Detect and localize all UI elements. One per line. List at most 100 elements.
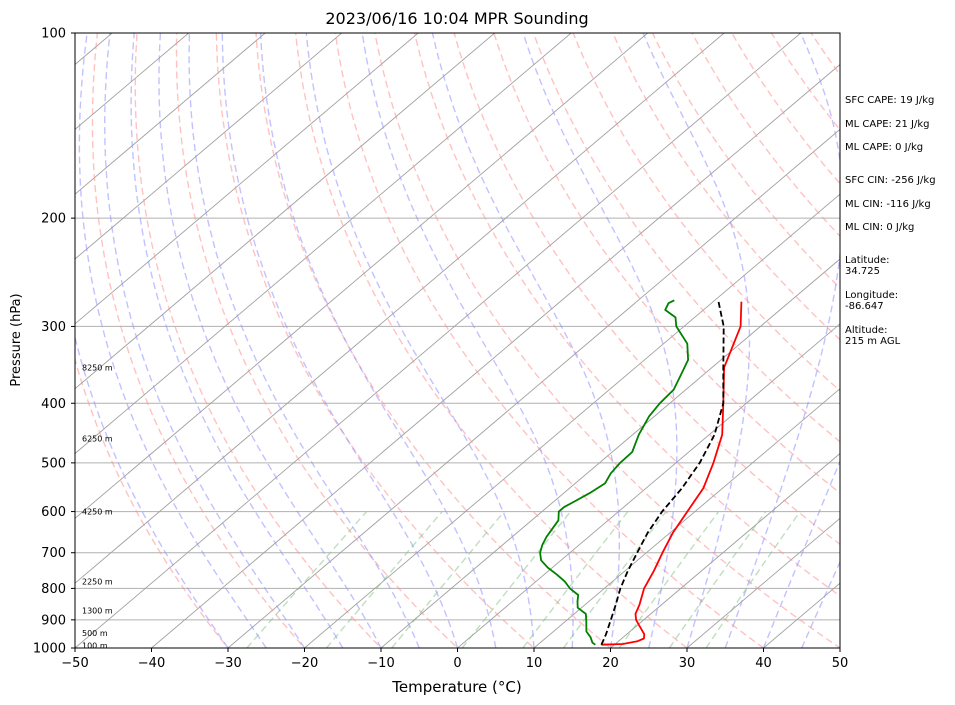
dry-adiabat-line bbox=[134, 33, 382, 648]
moist-adiabat-line bbox=[305, 33, 535, 648]
longitude-label: Longitude: bbox=[845, 290, 899, 301]
moist-adiabat-line bbox=[801, 560, 840, 648]
moist-adiabat-line bbox=[221, 33, 459, 648]
latitude-value: 34.725 bbox=[845, 266, 880, 277]
isotherm-line bbox=[533, 388, 840, 648]
x-tick-label: −10 bbox=[367, 656, 394, 671]
isotherm-line bbox=[0, 19, 52, 661]
y-tick-label: 800 bbox=[41, 582, 66, 597]
dry-adiabat-line bbox=[334, 33, 765, 648]
isotherm-line bbox=[901, 19, 955, 661]
height-label: 6250 m bbox=[82, 434, 113, 443]
dry-adiabat-line bbox=[920, 19, 955, 661]
mixing-ratio-line bbox=[391, 511, 505, 648]
isotherm-line bbox=[303, 193, 840, 648]
chart-title: 2023/06/16 10:04 MPR Sounding bbox=[325, 9, 588, 28]
moist-adiabat-line bbox=[642, 33, 751, 648]
dry-adiabat-line bbox=[75, 356, 229, 648]
mixing-ratio-line bbox=[461, 511, 572, 648]
sfc-cin-text: SFC CIN: -256 J/kg bbox=[845, 175, 936, 186]
isotherm-line bbox=[75, 33, 725, 584]
moist-adiabat-line bbox=[762, 459, 840, 648]
moist-adiabat-line bbox=[78, 33, 267, 648]
dry-adiabat-line bbox=[413, 33, 840, 597]
ml-cape-text: ML CAPE: 21 J/kg bbox=[845, 119, 930, 130]
altitude-value: 215 m AGL bbox=[845, 336, 901, 347]
x-tick-label: 20 bbox=[602, 656, 619, 671]
isotherm-line bbox=[75, 33, 419, 325]
isotherm-line bbox=[380, 258, 840, 648]
latitude-label: Latitude: bbox=[845, 255, 890, 266]
altitude-label: Altitude: bbox=[845, 325, 888, 336]
moist-adiabat-line bbox=[103, 33, 306, 648]
y-tick-label: 900 bbox=[41, 613, 66, 628]
temperature-profile bbox=[601, 301, 743, 646]
height-label: 100 m bbox=[82, 641, 108, 650]
y-tick-label: 700 bbox=[41, 546, 66, 561]
isotherm-line bbox=[150, 63, 840, 648]
dry-adiabat-line bbox=[215, 33, 536, 648]
y-tick-label: 400 bbox=[41, 397, 66, 412]
y-axis-label: Pressure (hPa) bbox=[9, 293, 24, 386]
height-label: 1300 m bbox=[82, 606, 113, 615]
dry-adiabat-line bbox=[91, 33, 306, 648]
y-tick-label: 600 bbox=[41, 505, 66, 520]
plot-frame bbox=[74, 32, 841, 649]
x-tick-label: 0 bbox=[453, 656, 461, 671]
sfc-cape-text: SFC CAPE: 19 J/kg bbox=[845, 95, 935, 106]
isotherm-line bbox=[75, 33, 190, 130]
dry-adiabat-line bbox=[294, 33, 689, 648]
y-tick-label: 200 bbox=[41, 212, 66, 227]
y-tick-label: 500 bbox=[41, 456, 66, 471]
mixing-ratio-line bbox=[705, 511, 801, 648]
x-tick-label: 50 bbox=[832, 656, 849, 671]
dry-adiabat-line bbox=[612, 33, 840, 341]
moist-adiabat-line bbox=[361, 33, 574, 648]
x-tick-label: −40 bbox=[138, 656, 165, 671]
dry-adiabat-line bbox=[651, 33, 840, 290]
isotherm-line bbox=[686, 517, 840, 648]
height-label: 2250 m bbox=[82, 578, 113, 587]
moist-adiabat-line bbox=[158, 33, 382, 648]
dry-adiabat-line bbox=[255, 33, 612, 648]
moist-adiabat-line bbox=[188, 33, 420, 648]
height-label: 4250 m bbox=[82, 508, 113, 517]
isotherm-line bbox=[75, 33, 802, 648]
mixing-ratio-line bbox=[325, 511, 443, 648]
mixing-ratio-line bbox=[522, 511, 629, 648]
y-tick-label: 300 bbox=[41, 320, 66, 335]
mu-cin-text: ML CIN: 0 J/kg bbox=[845, 222, 915, 233]
isotherm-line bbox=[75, 33, 649, 519]
parcel-profile bbox=[600, 301, 725, 646]
mixing-ratio-line bbox=[668, 511, 767, 648]
isotherm-line bbox=[227, 128, 840, 648]
x-tick-label: 40 bbox=[755, 656, 772, 671]
x-tick-label: 30 bbox=[679, 656, 696, 671]
isotherm-line bbox=[609, 452, 840, 648]
moist-adiabat-line bbox=[75, 334, 229, 648]
dry-adiabat-line bbox=[572, 33, 840, 392]
x-tick-label: −20 bbox=[291, 656, 318, 671]
y-tick-label: 1000 bbox=[33, 642, 66, 657]
dry-adiabat-line bbox=[175, 33, 459, 648]
height-label: 500 m bbox=[82, 629, 108, 638]
isotherm-line bbox=[75, 33, 496, 390]
mixing-ratio-line bbox=[618, 511, 720, 648]
isotherm-line bbox=[456, 323, 840, 648]
moist-adiabat-line bbox=[431, 33, 620, 648]
dewpoint-profile bbox=[539, 299, 689, 646]
moist-adiabat-line bbox=[259, 33, 497, 648]
x-axis-label: Temperature (°C) bbox=[391, 678, 521, 696]
longitude-value: -86.647 bbox=[845, 301, 884, 312]
isotherm-line bbox=[75, 33, 266, 195]
moist-adiabat-line bbox=[724, 33, 840, 648]
height-label: 8250 m bbox=[82, 364, 113, 373]
isotherm-line bbox=[75, 33, 343, 260]
x-tick-label: −30 bbox=[214, 656, 241, 671]
dry-adiabat-line bbox=[453, 33, 840, 546]
isotherm-line bbox=[75, 33, 572, 455]
moist-adiabat-line bbox=[522, 33, 678, 648]
x-tick-label: 10 bbox=[526, 656, 543, 671]
x-tick-label: −50 bbox=[61, 656, 88, 671]
